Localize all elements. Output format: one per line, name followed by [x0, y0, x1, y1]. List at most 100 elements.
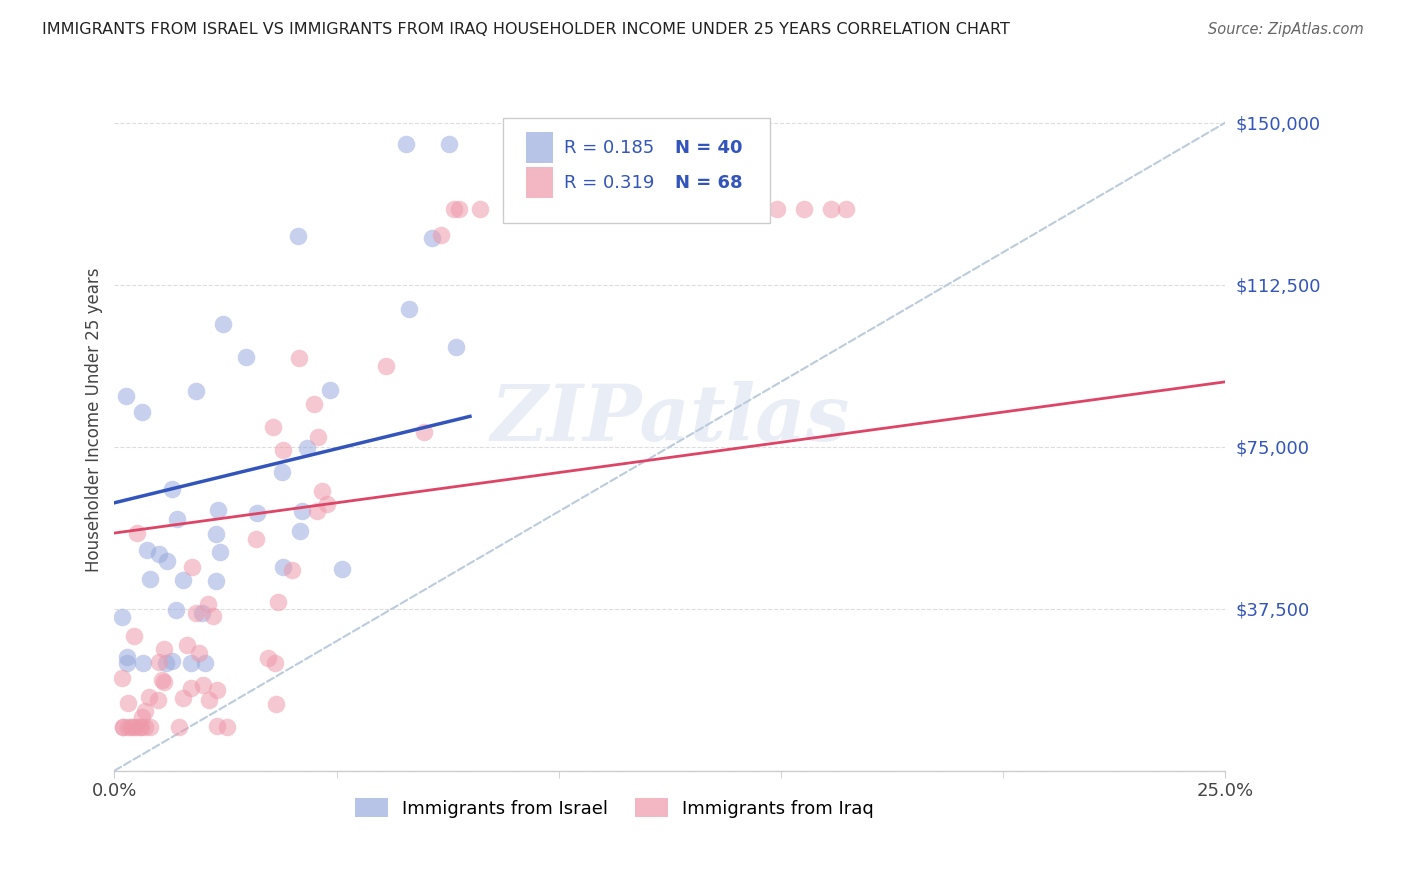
- Point: [264, 656, 287, 670]
- Point: [288, 351, 311, 366]
- Point: [202, 608, 225, 623]
- Point: [193, 678, 215, 692]
- Point: [115, 656, 138, 670]
- Point: [162, 482, 184, 496]
- Point: [153, 675, 176, 690]
- Text: ZIPatlas: ZIPatlas: [491, 382, 849, 458]
- Point: [187, 646, 209, 660]
- Point: [271, 442, 294, 457]
- Point: [148, 656, 170, 670]
- Point: [316, 497, 339, 511]
- Point: [197, 597, 219, 611]
- Point: [209, 545, 232, 559]
- Point: [134, 704, 156, 718]
- Bar: [526, 167, 554, 198]
- Point: [546, 202, 568, 216]
- Text: R = 0.319: R = 0.319: [564, 174, 655, 192]
- Point: [180, 681, 202, 695]
- Point: [522, 202, 544, 216]
- Y-axis label: Householder Income Under 25 years: Householder Income Under 25 years: [86, 268, 103, 572]
- Point: [138, 572, 160, 586]
- Point: [191, 607, 214, 621]
- Point: [273, 560, 295, 574]
- Point: [117, 696, 139, 710]
- Point: [439, 137, 461, 152]
- Point: [246, 506, 269, 520]
- Point: [375, 359, 398, 374]
- Point: [148, 548, 170, 562]
- Point: [155, 656, 177, 670]
- Point: [125, 721, 148, 735]
- Text: Source: ZipAtlas.com: Source: ZipAtlas.com: [1208, 22, 1364, 37]
- Text: R = 0.185: R = 0.185: [564, 139, 655, 157]
- Point: [394, 137, 416, 152]
- Point: [181, 560, 204, 574]
- Point: [122, 721, 145, 735]
- Point: [136, 542, 159, 557]
- Point: [267, 595, 290, 609]
- FancyBboxPatch shape: [503, 118, 770, 223]
- Point: [430, 227, 453, 242]
- Point: [111, 721, 134, 735]
- Text: IMMIGRANTS FROM ISRAEL VS IMMIGRANTS FROM IRAQ HOUSEHOLDER INCOME UNDER 25 YEARS: IMMIGRANTS FROM ISRAEL VS IMMIGRANTS FRO…: [42, 22, 1010, 37]
- Point: [468, 202, 491, 216]
- Point: [110, 610, 132, 624]
- Point: [245, 533, 267, 547]
- Point: [288, 524, 311, 538]
- Point: [139, 721, 162, 735]
- Point: [413, 425, 436, 439]
- Point: [205, 719, 228, 733]
- Point: [820, 202, 842, 216]
- Point: [129, 721, 152, 735]
- Point: [152, 641, 174, 656]
- Point: [330, 562, 353, 576]
- Point: [311, 483, 333, 498]
- Point: [398, 302, 420, 317]
- Point: [271, 465, 294, 479]
- Point: [172, 690, 194, 705]
- Point: [205, 574, 228, 588]
- Point: [215, 721, 238, 735]
- Text: N = 40: N = 40: [675, 139, 742, 157]
- Point: [295, 441, 318, 455]
- Point: [291, 504, 314, 518]
- Legend: Immigrants from Israel, Immigrants from Iraq: Immigrants from Israel, Immigrants from …: [347, 791, 882, 825]
- Point: [156, 553, 179, 567]
- Point: [716, 202, 738, 216]
- Point: [235, 350, 257, 364]
- Point: [420, 230, 443, 244]
- Point: [132, 656, 155, 670]
- Point: [765, 202, 787, 216]
- Point: [449, 202, 471, 216]
- Point: [115, 650, 138, 665]
- Point: [129, 721, 152, 735]
- Point: [169, 721, 191, 735]
- Point: [207, 503, 229, 517]
- Point: [134, 721, 156, 735]
- Point: [120, 721, 142, 735]
- Bar: [526, 132, 554, 163]
- Point: [117, 721, 139, 735]
- Point: [302, 397, 325, 411]
- Point: [112, 721, 135, 735]
- Point: [176, 639, 198, 653]
- Point: [624, 202, 647, 216]
- Point: [125, 525, 148, 540]
- Point: [305, 503, 328, 517]
- Point: [184, 384, 207, 399]
- Point: [793, 202, 815, 216]
- Point: [186, 606, 208, 620]
- Point: [180, 656, 202, 670]
- Point: [194, 656, 217, 670]
- Point: [207, 682, 229, 697]
- Point: [307, 430, 329, 444]
- Text: N = 68: N = 68: [675, 174, 744, 192]
- Point: [197, 693, 219, 707]
- Point: [122, 629, 145, 643]
- Point: [281, 563, 304, 577]
- Point: [734, 202, 756, 216]
- Point: [115, 389, 138, 403]
- Point: [150, 673, 173, 688]
- Point: [444, 340, 467, 354]
- Point: [262, 420, 284, 434]
